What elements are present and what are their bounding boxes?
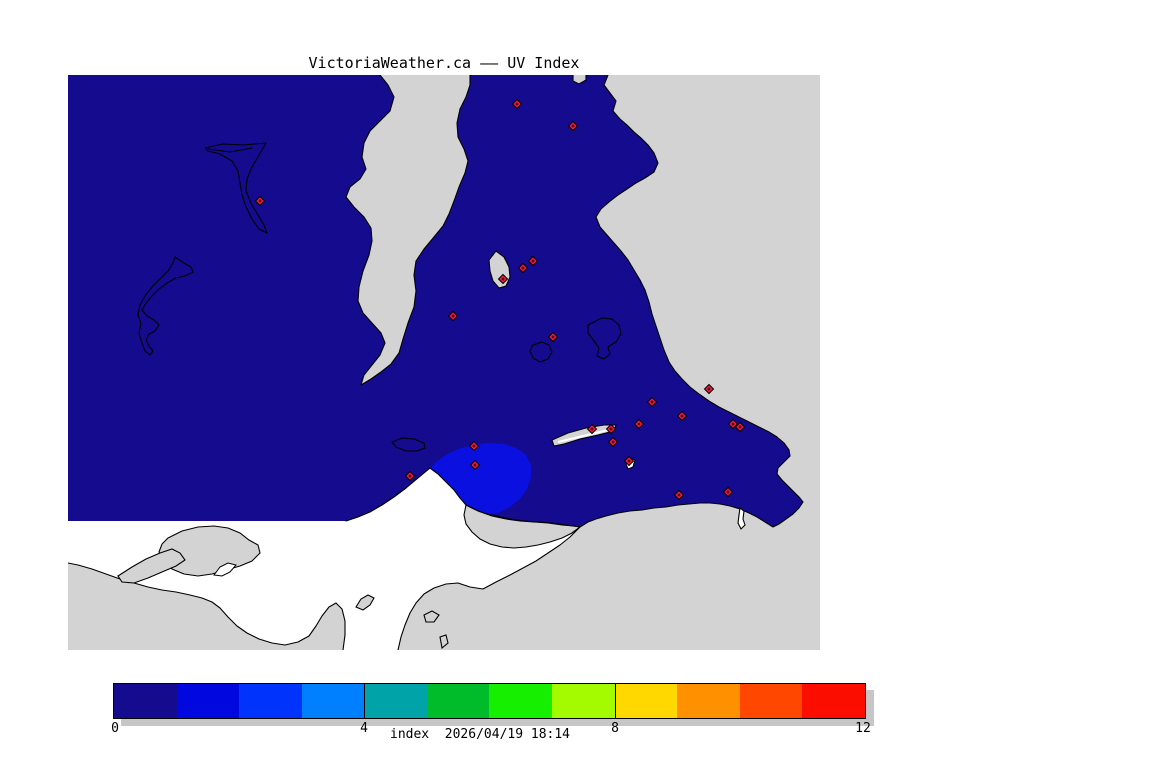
channel-coastline (345, 75, 471, 386)
colorbar-bar (113, 683, 866, 719)
islet-white-b (737, 507, 746, 530)
island-mid-large-outline (587, 317, 622, 360)
spit-lagoon (557, 429, 609, 443)
colorbar-segment (739, 684, 803, 718)
colorbar: 0 4 8 12 (111, 683, 874, 745)
colorbar-segment (677, 684, 740, 718)
colorbar-segment (489, 684, 553, 718)
colorbar-segment (552, 684, 615, 718)
map-title: VictoriaWeather.ca —— UV Index (308, 54, 580, 72)
colorbar-segment (114, 684, 177, 718)
colorbar-segment (301, 684, 365, 718)
water-region (68, 468, 580, 650)
main-coastline (345, 75, 804, 528)
strait-islet-b (439, 634, 449, 650)
colorbar-label-12: 12 (855, 721, 871, 736)
inlet-island (355, 594, 375, 611)
uv-patch-region (430, 443, 531, 516)
headland-land (463, 504, 582, 549)
colorbar-label-4: 4 (360, 721, 368, 736)
notch-coastline (572, 75, 587, 85)
map-canvas (68, 75, 820, 650)
colorbar-segment (802, 684, 865, 718)
colorbar-segment (239, 684, 302, 718)
island-thin-outline (391, 437, 426, 452)
colorbar-segment (364, 684, 427, 718)
colorbar-tick-8 (615, 684, 616, 718)
colorbar-label-8: 8 (611, 721, 619, 736)
colorbar-segment (176, 684, 240, 718)
island-north-outline (204, 142, 268, 234)
strait-island-notch (213, 562, 237, 577)
map-panel (68, 75, 820, 650)
map-caption: index 2026/04/19 18:14 (389, 727, 571, 742)
strait-islet-a (423, 610, 440, 623)
colorbar-segment (426, 684, 490, 718)
colorbar-label-0: 0 (111, 721, 119, 736)
colorbar-segment (614, 684, 678, 718)
island-mid-small-outline (529, 341, 553, 363)
colorbar-tick-4 (364, 684, 365, 718)
uv-field-region (68, 75, 803, 527)
colorbar-segments (114, 684, 865, 718)
strait-peninsula (117, 548, 186, 584)
island-west-outline (137, 256, 194, 356)
